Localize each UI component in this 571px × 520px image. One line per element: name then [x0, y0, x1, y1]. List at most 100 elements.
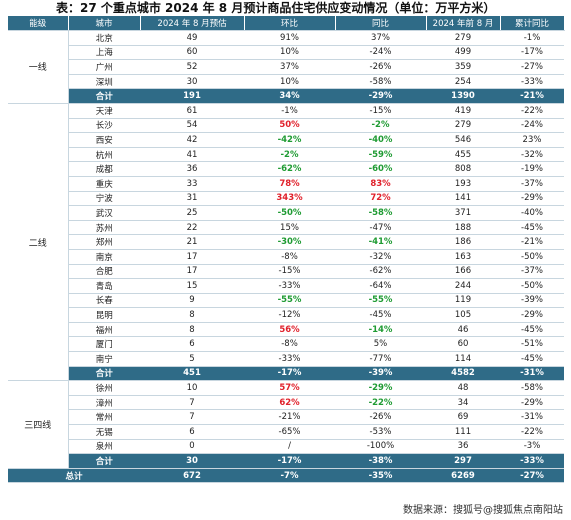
cumulative-cell: -3% [500, 439, 564, 455]
subtotal-yoy: -38% [335, 453, 426, 469]
mom-cell: 50% [244, 118, 335, 134]
mom-cell: / [244, 439, 335, 455]
city-cell: 长春 [68, 293, 140, 309]
table-title: 表：27 个重点城市 2024 年 8 月预计商品住宅供应变动情况（单位：万平方… [56, 1, 496, 15]
cumulative-cell: -22% [500, 424, 564, 440]
yoy-cell: -22% [335, 395, 426, 411]
city-cell: 重庆 [68, 176, 140, 192]
subtotal-row: 合计 451 -17% -39% 4582 -31% [8, 366, 564, 382]
estimate-cell: 30 [140, 74, 244, 90]
cumulative-cell: -32% [500, 147, 564, 163]
yoy-cell: -45% [335, 307, 426, 323]
estimate-cell: 54 [140, 118, 244, 134]
mom-cell: -33% [244, 278, 335, 294]
subtotal-label: 合计 [68, 88, 140, 104]
table-row: 泉州 0/-100% 36 -3% [8, 439, 564, 455]
yoy-cell: -58% [335, 205, 426, 221]
ytd-cell: 371 [426, 205, 500, 221]
table-row: 昆明 8 -12% -45% 105 -29% [8, 307, 564, 323]
ytd-cell: 455 [426, 147, 500, 163]
subtotal-yoy: -39% [335, 366, 426, 382]
mom-cell: 343% [244, 191, 335, 207]
grand-total-mom: -7% [244, 468, 335, 484]
city-cell: 常州 [68, 409, 140, 426]
table-row: 合肥 17 -15% -62% 166 -37% [8, 264, 564, 280]
estimate-cell: 41 [140, 147, 244, 163]
ytd-cell: 279 [426, 118, 500, 134]
subtotal-estimate: 30 [140, 453, 244, 469]
cumulative-cell: -1% [500, 30, 564, 46]
subtotal-cumulative: -33% [500, 453, 564, 469]
yoy-cell: -58% [335, 74, 426, 90]
ytd-cell: 359 [426, 59, 500, 75]
yoy-cell: -53% [335, 424, 426, 440]
estimate-cell: 10 [140, 380, 244, 396]
mom-cell: -30% [244, 234, 335, 250]
table-row: 上海 60 10% -24% 499 -17% [8, 45, 564, 61]
ytd-cell: 166 [426, 264, 500, 280]
cumulative-cell: 23% [500, 132, 564, 148]
subtotal-yoy: -29% [335, 88, 426, 104]
cumulative-cell: -40% [500, 205, 564, 221]
cumulative-cell: -50% [500, 278, 564, 294]
estimate-cell: 31 [140, 191, 244, 207]
cumulative-cell: -29% [500, 307, 564, 323]
estimate-cell: 42 [140, 132, 244, 148]
estimate-cell: 6 [140, 336, 244, 353]
cumulative-cell: -17% [500, 45, 564, 61]
table-row: 杭州 41 -2% -59% 455 -32% [8, 147, 564, 163]
tier-cell: 一线 [8, 30, 69, 104]
estimate-cell: 7 [140, 409, 244, 426]
mom-cell: 10% [244, 74, 335, 90]
estimate-cell: 8 [140, 322, 244, 338]
mom-cell: -42% [244, 132, 335, 148]
cumulative-cell: -45% [500, 322, 564, 338]
city-cell: 合肥 [68, 264, 140, 280]
ytd-cell: 119 [426, 293, 500, 309]
ytd-cell: 419 [426, 103, 500, 119]
cumulative-cell: -50% [500, 249, 564, 265]
table-row: 宁波 31 343% 72% 141 -29% [8, 191, 564, 207]
yoy-cell: 37% [335, 30, 426, 46]
header-tier: 能级 [8, 16, 69, 31]
table-row: 郑州 21 -30% -41% 186 -21% [8, 234, 564, 250]
ytd-cell: 188 [426, 220, 500, 236]
mom-cell: 91% [244, 30, 335, 46]
yoy-cell: -32% [335, 249, 426, 265]
estimate-cell: 52 [140, 59, 244, 75]
estimate-cell: 15 [140, 278, 244, 294]
subtotal-mom: -17% [244, 453, 335, 469]
table-row: 长沙 54 50% -2% 279 -24% [8, 118, 564, 134]
yoy-cell: -62% [335, 264, 426, 280]
yoy-cell: -14% [335, 322, 426, 338]
mom-cell: -12% [244, 307, 335, 323]
yoy-cell: 5% [335, 336, 426, 353]
ytd-cell: 60 [426, 336, 500, 353]
city-cell: 广州 [68, 59, 140, 75]
yoy-cell: 83% [335, 176, 426, 192]
table-row: 南京 17 -8% -32% 163 -50% [8, 249, 564, 265]
yoy-cell: -2% [335, 118, 426, 134]
table-row: 长春 9 -55% -55% 119 -39% [8, 293, 564, 309]
table-row: 无锡 6 -65% -53% 111 -22% [8, 424, 564, 440]
header-ytd: 2024 年前 8 月 [426, 16, 501, 31]
ytd-cell: 48 [426, 380, 500, 396]
table-row: 重庆 33 78% 83% 193 -37% [8, 176, 564, 192]
yoy-cell: -59% [335, 147, 426, 163]
yoy-cell: -29% [335, 380, 426, 396]
estimate-cell: 25 [140, 205, 244, 221]
data-source: 数据来源：搜狐号@搜狐焦点南阳站 [399, 503, 563, 519]
yoy-cell: -26% [335, 409, 426, 426]
mom-cell: -1% [244, 103, 335, 119]
subtotal-cumulative: -31% [500, 366, 564, 382]
city-cell: 上海 [68, 45, 140, 61]
ytd-cell: 546 [426, 132, 500, 148]
cumulative-cell: -51% [500, 336, 564, 353]
cumulative-cell: -33% [500, 74, 564, 90]
grand-total-estimate: 672 [140, 468, 244, 484]
estimate-cell: 8 [140, 307, 244, 323]
city-cell: 福州 [68, 322, 140, 338]
city-cell: 南宁 [68, 351, 140, 367]
city-cell: 郑州 [68, 234, 140, 250]
cumulative-cell: -45% [500, 220, 564, 236]
